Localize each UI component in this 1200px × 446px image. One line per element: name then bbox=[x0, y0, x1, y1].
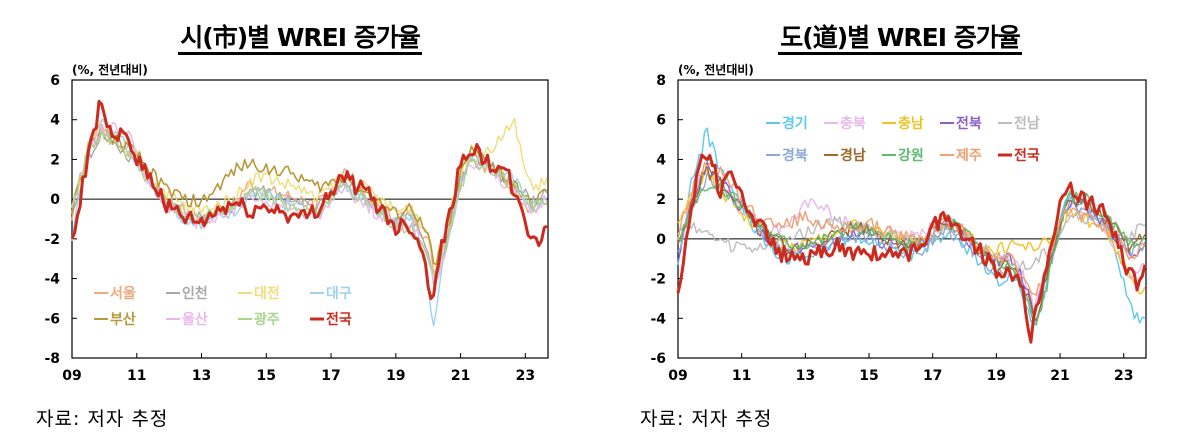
legend-label: 전국 bbox=[326, 311, 352, 328]
y-tick-label: 8 bbox=[656, 73, 666, 89]
legend-label: 서울 bbox=[110, 285, 136, 302]
legend-label: 대구 bbox=[326, 286, 352, 302]
x-tick-label: 21 bbox=[451, 368, 470, 384]
city-chart-title: 시(市)별 WREI 증가율 bbox=[0, 18, 600, 55]
y-tick-label: -4 bbox=[650, 311, 666, 327]
series-line-제주 bbox=[677, 160, 1146, 296]
x-tick-label: 11 bbox=[127, 368, 146, 384]
series-line-대전 bbox=[71, 117, 548, 269]
legend-label: 전남 bbox=[1014, 115, 1040, 132]
legend-label: 부산 bbox=[110, 311, 136, 328]
x-tick-label: 11 bbox=[732, 368, 751, 384]
y-tick-label: -2 bbox=[44, 232, 60, 248]
legend-label: 경북 bbox=[782, 147, 808, 164]
source-note: 자료: 저자 추정 bbox=[640, 408, 773, 430]
series-line-인천 bbox=[71, 131, 548, 285]
y-tick-label: 6 bbox=[50, 73, 60, 89]
y-tick-label: -6 bbox=[44, 311, 60, 327]
unit-label: (%, 전년대비) bbox=[678, 62, 754, 77]
y-tick-label: 2 bbox=[656, 192, 666, 208]
legend-label: 경남 bbox=[840, 147, 866, 164]
series-line-전국 bbox=[70, 99, 548, 301]
unit-label: (%, 전년대비) bbox=[72, 62, 148, 77]
x-tick-label: 13 bbox=[796, 368, 815, 384]
x-tick-label: 15 bbox=[859, 368, 878, 384]
plot-frame bbox=[677, 79, 1147, 359]
legend-label: 강원 bbox=[898, 147, 924, 164]
x-tick-label: 21 bbox=[1050, 368, 1069, 384]
legend-label: 울산 bbox=[182, 311, 208, 328]
y-tick-label: 0 bbox=[656, 232, 666, 248]
legend-label: 충북 bbox=[840, 116, 866, 132]
legend-label: 전국 bbox=[1014, 147, 1040, 164]
source-note: 자료: 저자 추정 bbox=[36, 408, 169, 430]
x-tick-label: 19 bbox=[987, 368, 1006, 384]
legend-label: 대전 bbox=[254, 285, 280, 302]
y-tick-label: -2 bbox=[650, 272, 666, 288]
legend-label: 광주 bbox=[254, 311, 280, 328]
legend-label: 경기 bbox=[782, 115, 808, 132]
legend-label: 전북 bbox=[956, 115, 982, 132]
y-tick-label: -8 bbox=[44, 351, 60, 367]
x-tick-label: 09 bbox=[668, 368, 687, 384]
x-tick-label: 17 bbox=[321, 368, 340, 384]
province-chart-title: 도(道)별 WREI 증가율 bbox=[600, 18, 1200, 55]
plot-frame bbox=[71, 79, 549, 359]
x-tick-label: 17 bbox=[923, 368, 942, 384]
y-tick-label: 0 bbox=[50, 192, 60, 208]
legend-label: 인천 bbox=[182, 285, 208, 302]
province-chart: (%, 전년대비) -6 -4 -2 0 2 4 6 8 09 11 13 15 17 19 21 23 경기 충북… bbox=[650, 62, 1147, 384]
y-tick-label: -4 bbox=[44, 272, 60, 288]
y-tick-label: -6 bbox=[650, 351, 666, 367]
y-tick-label: 6 bbox=[656, 113, 666, 129]
province-chart-panel: 도(道)별 WREI 증가율 (%, 전년대비) -6 -4 -2 0 2 4 6 8 09 11 1… bbox=[600, 0, 1200, 446]
x-tick-label: 23 bbox=[516, 368, 535, 384]
y-tick-label: 4 bbox=[50, 113, 60, 129]
x-tick-label: 13 bbox=[192, 368, 211, 384]
city-chart: (%, 전년대비) -8 -6 -4 -2 0 2 4 6 09 11 13 15 17 19 21 23 서울 인… bbox=[44, 62, 549, 384]
x-tick-label: 15 bbox=[257, 368, 276, 384]
series-line-전국 bbox=[676, 153, 1147, 344]
x-tick-label: 23 bbox=[1114, 368, 1133, 384]
x-tick-label: 19 bbox=[386, 368, 405, 384]
city-chart-panel: 시(市)별 WREI 증가율 (%, 전년대비) -8 -6 -4 -2 0 2 4 6 09 11… bbox=[0, 18, 600, 430]
legend-label: 충남 bbox=[898, 115, 924, 132]
series-line-경남 bbox=[677, 164, 1146, 322]
x-tick-label: 09 bbox=[62, 368, 81, 384]
y-tick-label: 4 bbox=[656, 152, 666, 168]
legend-label: 제주 bbox=[956, 148, 982, 164]
y-tick-label: 2 bbox=[50, 152, 60, 168]
